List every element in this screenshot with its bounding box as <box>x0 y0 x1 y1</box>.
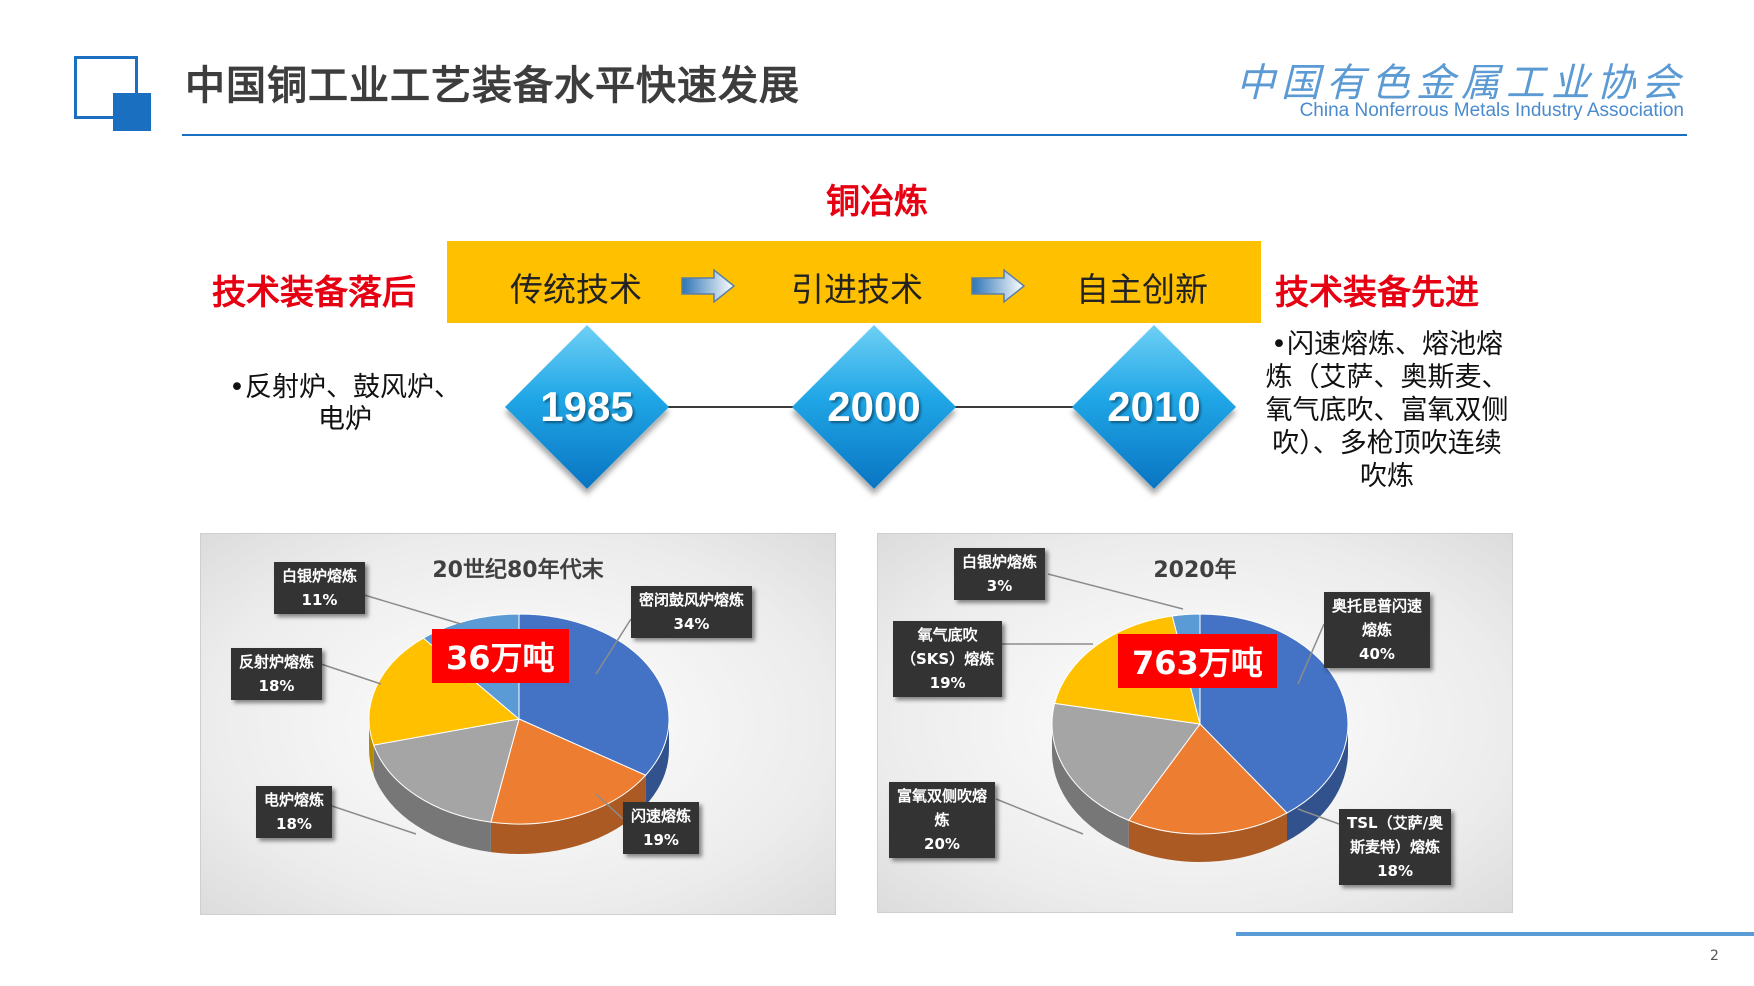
org-logo-chinese: 中国有色金属工业协会 <box>1235 61 1686 106</box>
section-title: 铜冶炼 <box>826 182 928 222</box>
year-diamond-1985: 1985 <box>504 324 670 490</box>
leader-line <box>360 593 462 625</box>
slice-callout: 奥托昆普闪速 熔炼 40% <box>1324 592 1431 668</box>
header-divider <box>182 134 1687 136</box>
slice-callout: 密闭鼓风炉熔炼 34% <box>631 586 753 638</box>
callout-line: 白银炉熔炼 <box>962 553 1038 571</box>
slice-callout: 电炉熔炼 18% <box>256 786 333 838</box>
leader-line <box>1297 808 1340 825</box>
org-logo-english: China Nonferrous Metals Industry Associa… <box>1299 100 1684 121</box>
pie-slice <box>1127 723 1288 835</box>
slice-callout: 闪速熔炼 19% <box>623 802 700 854</box>
chart-title: 2020年 <box>1153 558 1237 583</box>
callout-line: 熔炼 <box>1362 621 1393 639</box>
leader-line <box>595 618 632 675</box>
leader-line <box>320 663 382 685</box>
callout-line: 3% <box>986 577 1013 595</box>
callout-line: 34% <box>673 615 710 633</box>
logo-square-outline <box>74 56 138 119</box>
pie-slice <box>1051 702 1201 822</box>
pie-slice-side <box>1128 812 1287 862</box>
callout-line: TSL（艾萨/奥 <box>1347 814 1444 832</box>
leader-line <box>995 798 1084 835</box>
pie-side-walls <box>1052 724 1348 862</box>
stage-band <box>447 241 1261 323</box>
year-label: 2000 <box>827 383 921 430</box>
right-label: 技术装备先进 <box>1275 273 1479 313</box>
callout-line: 19% <box>643 831 679 849</box>
slice-callout: 氧气底吹 （SKS）熔炼 19% <box>893 621 1003 697</box>
callout-line: 密闭鼓风炉熔炼 <box>639 591 745 609</box>
pie-slice <box>490 718 647 825</box>
callout-line: 11% <box>301 591 338 609</box>
stage-imported: 引进技术 <box>791 270 923 309</box>
callout-line: 奥托昆普闪速 <box>1332 597 1423 615</box>
left-label: 技术装备落后 <box>212 273 416 313</box>
callout-line: 斯麦特）熔炼 <box>1350 838 1441 856</box>
pie-slice <box>368 637 521 746</box>
pie-slice-side <box>490 775 646 854</box>
callout-line: 电炉熔炼 <box>264 791 325 809</box>
slice-callout: 白银炉熔炼 11% <box>274 562 366 614</box>
leader-line <box>325 803 417 835</box>
arrow-right-icon <box>681 268 736 304</box>
page-number: 2 <box>1710 948 1719 964</box>
slice-callout: TSL（艾萨/奥 斯麦特）熔炼 18% <box>1339 809 1452 885</box>
callout-line: 40% <box>1359 645 1395 663</box>
callout-line: 富氧双侧吹熔 <box>897 787 988 805</box>
pie-chart-1980s: 20世纪80年代末 密闭鼓风炉熔炼 34% 闪速熔炼 19% 电炉熔炼 18% 反射炉熔炼 1… <box>200 533 836 915</box>
pie-slice <box>373 718 520 823</box>
callout-line: 19% <box>929 674 966 692</box>
year-label: 2010 <box>1107 383 1201 430</box>
total-output-badge: 36万吨 <box>432 629 569 683</box>
old-technology-note: •反射炉、鼓风炉、电炉 <box>229 372 461 435</box>
leader-lines <box>993 573 1340 835</box>
callout-line: 18% <box>258 677 295 695</box>
year-diamond-2010: 2010 <box>1071 324 1237 490</box>
leader-line <box>595 793 624 820</box>
year-diamond-2000: 2000 <box>791 324 957 490</box>
total-output-badge: 763万吨 <box>1118 634 1277 688</box>
slice-callout: 白银炉熔炼 3% <box>954 548 1046 600</box>
callout-line: 18% <box>276 815 312 833</box>
slice-callout: 反射炉熔炼 18% <box>231 648 323 700</box>
slide-title: 中国铜工业工艺装备水平快速发展 <box>185 63 800 109</box>
pie-slice-side <box>373 745 491 853</box>
year-label: 1985 <box>540 383 634 430</box>
callout-line: 炼 <box>934 811 950 829</box>
callout-line: 20% <box>924 835 960 853</box>
callout-line: 闪速熔炼 <box>631 807 692 825</box>
footer-divider <box>1236 932 1754 936</box>
logo-square-filled <box>113 93 151 131</box>
arrow-right-icon <box>971 268 1026 304</box>
leader-lines <box>320 593 632 835</box>
chart-title: 20世纪80年代末 <box>432 558 604 583</box>
leader-line <box>1297 623 1325 685</box>
pie-slice-side <box>1052 724 1129 849</box>
pie-chart-2020: 2020年 奥托昆普闪速 熔炼 40% TSL（艾萨/奥 斯麦特）熔炼 18% 富氧双侧吹熔… <box>877 533 1513 913</box>
callout-line: 白银炉熔炼 <box>282 567 358 585</box>
pie-slice-side <box>1286 724 1348 841</box>
slice-callout: 富氧双侧吹熔炼 20% <box>889 782 996 858</box>
pie-slice-side <box>645 719 669 806</box>
stage-innovation: 自主创新 <box>1076 270 1208 309</box>
callout-line: 反射炉熔炼 <box>239 653 315 671</box>
callout-line: （SKS）熔炼 <box>901 650 995 668</box>
callout-line: 氧气底吹 <box>917 626 978 644</box>
callout-line: 18% <box>1377 862 1413 880</box>
new-technology-note: •闪速熔炼、熔池熔炼（艾萨、奥斯麦、氧气底吹、富氧双侧吹）、多枪顶吹连续吹炼 <box>1265 329 1509 492</box>
stage-traditional: 传统技术 <box>510 270 642 309</box>
leader-line <box>1047 573 1184 610</box>
